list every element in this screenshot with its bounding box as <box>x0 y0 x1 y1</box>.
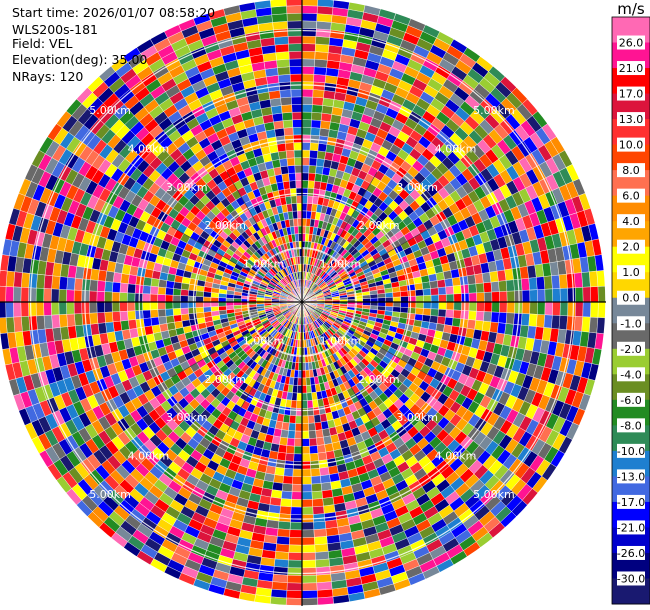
colorbar-tick-bg-7 <box>617 214 645 229</box>
colorbar-tick-bg-3 <box>617 112 645 127</box>
colorbar-tick-bg-16 <box>617 443 645 458</box>
ring-label-nw-5: 5.00km <box>89 104 131 117</box>
colorbar-tick-label-18: -17.0 <box>617 496 645 509</box>
colorbar-tick-label-21: -30.0 <box>617 572 645 585</box>
colorbar-tick-label-14: -6.0 <box>620 394 641 407</box>
colorbar-tick-bg-0 <box>617 35 645 50</box>
colorbar-tick-bg-21 <box>617 571 645 586</box>
colorbar-tick-label-10: 0.0 <box>622 292 640 305</box>
colorbar-tick-bg-20 <box>617 545 645 560</box>
colorbar: 26.0 21.0 17.0 13.0 10.0 8.0 6.0 4.0 2.0 1.0 0.0 -1… <box>611 16 650 605</box>
colorbar-tick-label-2: 17.0 <box>619 88 644 101</box>
spoke-5 <box>171 301 303 378</box>
ring-label-se-1: 1.00km <box>320 334 362 347</box>
colorbar-tick-label-6: 6.0 <box>622 190 640 203</box>
ring-label-ne-5: 5.00km <box>473 104 515 117</box>
spoke-4 <box>226 301 303 433</box>
ring-label-ne-3: 3.00km <box>396 181 438 194</box>
colorbar-tick-label-3: 13.0 <box>619 113 644 126</box>
colorbar-frame <box>611 16 650 605</box>
ring-label-nw-2: 2.00km <box>204 219 246 232</box>
ppi-gate-ring-36 <box>21 316 31 332</box>
colorbar-tick-label-8: 2.0 <box>622 241 640 254</box>
ring-label-nw-3: 3.00km <box>166 181 208 194</box>
spoke-2 <box>301 301 378 433</box>
range-ring-overlay <box>0 0 607 607</box>
spoke-8 <box>226 171 303 303</box>
colorbar-tick-bg-10 <box>617 290 645 305</box>
ppi-gate-ring-39 <box>285 597 303 607</box>
spoke-11 <box>301 226 433 303</box>
colorbar-tick-bg-11 <box>617 316 645 331</box>
colorbar-tick-label-13: -4.0 <box>620 368 641 381</box>
ring-label-sw-4: 4.00km <box>128 450 170 463</box>
colorbar-tick-bg-5 <box>617 163 645 178</box>
colorbar-tick-label-15: -8.0 <box>620 419 641 432</box>
colorbar-tick-bg-14 <box>617 392 645 407</box>
colorbar-tick-bg-19 <box>617 520 645 535</box>
ring-label-sw-1: 1.00km <box>243 334 285 347</box>
colorbar-tick-bg-12 <box>617 341 645 356</box>
spoke-10 <box>301 171 378 303</box>
colorbar-tick-label-17: -13.0 <box>617 470 645 483</box>
colorbar-units-title: m/s <box>612 0 650 18</box>
colorbar-tick-label-20: -26.0 <box>617 547 645 560</box>
spoke-1 <box>301 301 433 378</box>
ring-label-sw-3: 3.00km <box>166 411 208 424</box>
colorbar-tick-label-5: 8.0 <box>622 164 640 177</box>
colorbar-tick-bg-15 <box>617 418 645 433</box>
ring-label-se-5: 5.00km <box>473 488 515 501</box>
elevation-label: Elevation(deg): 35.00 <box>12 53 147 67</box>
colorbar-tick-bg-6 <box>617 188 645 203</box>
colorbar-tick-bg-18 <box>617 494 645 509</box>
nrays-label: NRays: 120 <box>12 70 83 84</box>
colorbar-tick-bg-9 <box>617 265 645 280</box>
instrument-label: WLS200s-181 <box>12 23 98 37</box>
field-label: Field: VEL <box>12 37 72 51</box>
colorbar-tick-bg-17 <box>617 469 645 484</box>
colorbar-tick-label-11: -1.0 <box>620 317 641 330</box>
ring-label-se-4: 4.00km <box>435 450 477 463</box>
ring-label-nw-1: 1.00km <box>243 258 285 271</box>
colorbar-tick-bg-2 <box>617 86 645 101</box>
ppi-wedges <box>0 0 607 607</box>
ppi-gate-ring-12 <box>203 301 212 308</box>
colorbar-tick-label-9: 1.0 <box>622 266 640 279</box>
colorbar-tick-label-16: -10.0 <box>617 445 645 458</box>
range-ring-labels: 1.00km 1.00km 1.00km 1.00km 2.00km 2.00km 2.00… <box>89 104 514 501</box>
ring-label-sw-5: 5.00km <box>89 488 131 501</box>
colorbar-tick-label-0: 26.0 <box>619 37 644 50</box>
ring-label-se-3: 3.00km <box>396 411 438 424</box>
colorbar-tick-label-4: 10.0 <box>619 139 644 152</box>
colorbar-tick-label-7: 4.0 <box>622 215 640 228</box>
ring-label-ne-2: 2.00km <box>358 219 400 232</box>
spoke-7 <box>171 226 303 303</box>
ring-label-ne-4: 4.00km <box>435 142 477 155</box>
colorbar-tick-bg-13 <box>617 367 645 382</box>
ring-label-se-2: 2.00km <box>358 373 400 386</box>
colorbar-tick-label-12: -2.0 <box>620 343 641 356</box>
ring-label-ne-1: 1.00km <box>320 258 362 271</box>
ring-label-nw-4: 4.00km <box>128 142 170 155</box>
colorbar-tick-label-19: -21.0 <box>617 521 645 534</box>
colorbar-tick-label-1: 21.0 <box>619 62 644 75</box>
ppi-gate-ring-17 <box>165 294 174 303</box>
start-time-label: Start time: 2026/01/07 08:58:20 <box>12 6 215 20</box>
ring-label-sw-2: 2.00km <box>204 373 246 386</box>
colorbar-tick-bg-4 <box>617 137 645 152</box>
colorbar-tick-bg-8 <box>617 239 645 254</box>
colorbar-tick-bg-1 <box>617 61 645 76</box>
